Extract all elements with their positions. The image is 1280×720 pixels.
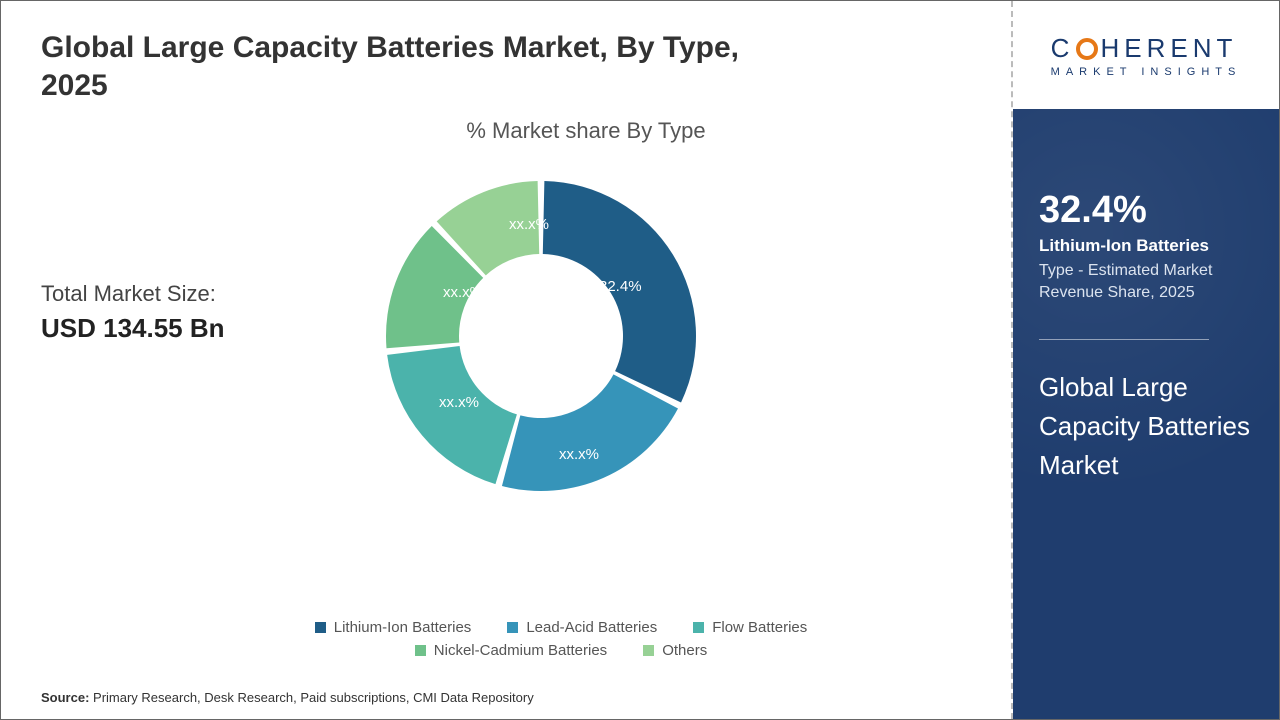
logo-main: C HERENT [1051, 33, 1242, 64]
legend-swatch [315, 622, 326, 633]
source-text: Primary Research, Desk Research, Paid su… [89, 690, 533, 705]
main-panel: Global Large Capacity Batteries Market, … [1, 1, 1011, 719]
legend-swatch [415, 645, 426, 656]
highlight-desc: Type - Estimated Market Revenue Share, 2… [1039, 260, 1253, 305]
logo: C HERENT MARKET INSIGHTS [1013, 1, 1279, 109]
slice-label: 32.4% [599, 278, 642, 295]
legend-swatch [643, 645, 654, 656]
highlight-percent: 32.4% [1039, 189, 1253, 232]
legend-label: Lithium-Ion Batteries [334, 619, 472, 636]
market-size-value: USD 134.55 Bn [41, 313, 225, 344]
slice-label: xx.x% [443, 284, 483, 301]
legend-item: Nickel-Cadmium Batteries [415, 642, 607, 659]
right-column: C HERENT MARKET INSIGHTS 32.4% Lithium-I… [1011, 1, 1279, 719]
slice-label: xx.x% [559, 446, 599, 463]
highlight-name: Lithium-Ion Batteries [1039, 236, 1253, 256]
legend-label: Others [662, 642, 707, 659]
market-size-label: Total Market Size: [41, 281, 225, 307]
donut-chart: 32.4% xx.x% xx.x% xx.x% xx.x% [381, 176, 701, 496]
slice-label: xx.x% [509, 216, 549, 233]
legend-item: Lead-Acid Batteries [507, 619, 657, 636]
logo-subtext: MARKET INSIGHTS [1051, 66, 1242, 78]
logo-ring-icon [1076, 38, 1098, 60]
report-infographic: Global Large Capacity Batteries Market, … [0, 0, 1280, 720]
legend-label: Nickel-Cadmium Batteries [434, 642, 607, 659]
panel-market-title: Global Large Capacity Batteries Market [1039, 368, 1253, 485]
legend-swatch [507, 622, 518, 633]
legend-item: Others [643, 642, 707, 659]
market-size-block: Total Market Size: USD 134.55 Bn [41, 281, 225, 344]
legend: Lithium-Ion Batteries Lead-Acid Batteries… [241, 619, 881, 659]
donut-slice [502, 374, 678, 491]
logo-text-2: HERENT [1100, 33, 1237, 64]
divider [1039, 339, 1209, 340]
legend-item: Lithium-Ion Batteries [315, 619, 472, 636]
source-prefix: Source: [41, 690, 89, 705]
legend-swatch [693, 622, 704, 633]
donut-slice [387, 346, 517, 484]
highlight-panel: 32.4% Lithium-Ion Batteries Type - Estim… [1013, 109, 1279, 719]
logo-text-1: C [1051, 33, 1075, 64]
chart-subtitle: % Market share By Type [181, 118, 991, 144]
legend-item: Flow Batteries [693, 619, 807, 636]
chart-title: Global Large Capacity Batteries Market, … [41, 29, 791, 104]
legend-label: Lead-Acid Batteries [526, 619, 657, 636]
source-line: Source: Primary Research, Desk Research,… [41, 690, 534, 705]
slice-label: xx.x% [439, 394, 479, 411]
legend-label: Flow Batteries [712, 619, 807, 636]
